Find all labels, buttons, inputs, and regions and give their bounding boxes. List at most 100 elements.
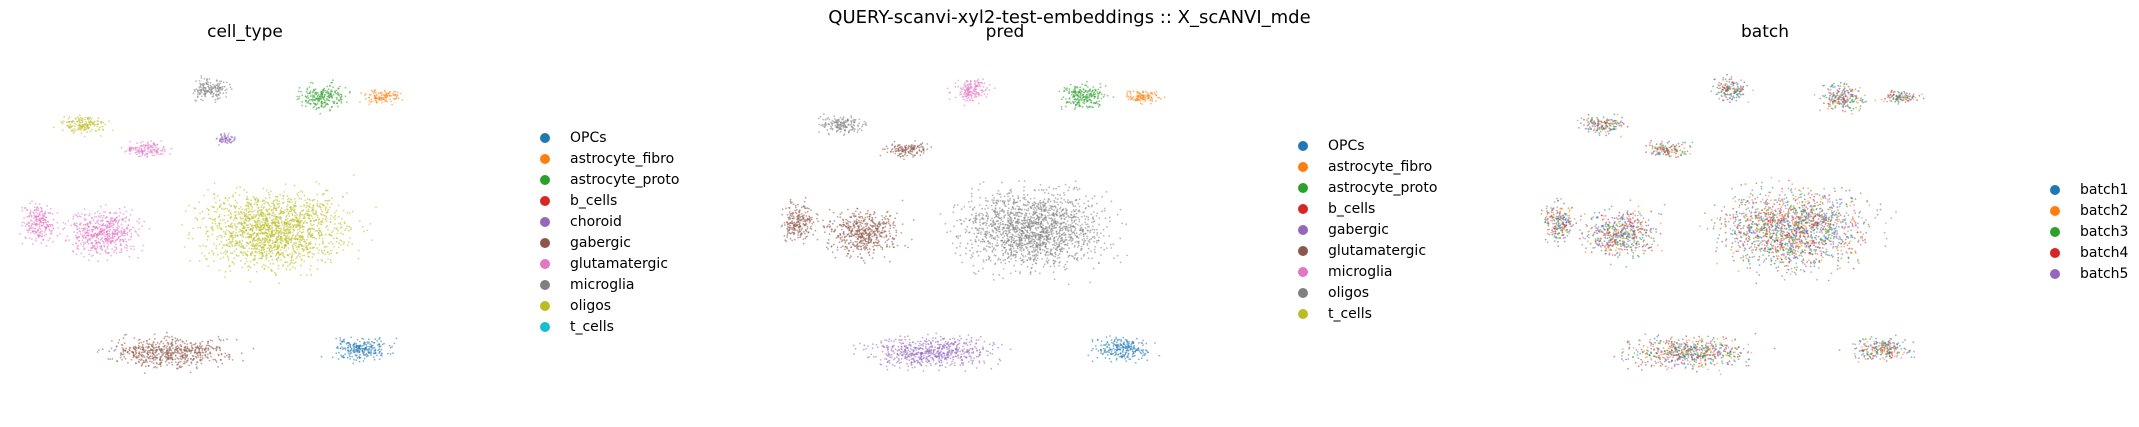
data-point	[177, 362, 180, 364]
data-point	[279, 237, 281, 240]
data-point	[1036, 238, 1039, 241]
data-point	[1036, 257, 1039, 260]
data-point	[315, 219, 318, 222]
data-point	[63, 227, 66, 229]
data-point	[244, 219, 247, 222]
data-point	[138, 339, 140, 342]
data-point	[135, 362, 137, 364]
data-point	[355, 359, 358, 361]
data-point	[96, 210, 99, 213]
data-point	[256, 223, 259, 226]
data-point	[268, 238, 271, 241]
data-point	[1024, 239, 1027, 242]
data-point	[248, 236, 251, 239]
data-point	[101, 348, 104, 351]
data-point	[239, 186, 242, 189]
data-point	[971, 187, 973, 190]
data-point	[1044, 214, 1047, 217]
data-point	[176, 367, 179, 370]
data-point	[216, 225, 218, 227]
data-point	[150, 140, 153, 142]
data-point	[963, 220, 965, 223]
data-point	[1066, 229, 1069, 232]
data-point	[356, 357, 359, 359]
data-point	[262, 254, 265, 257]
data-point	[293, 218, 295, 221]
data-point	[269, 263, 272, 265]
data-point	[345, 101, 348, 103]
data-point	[207, 86, 210, 89]
data-point	[215, 247, 218, 250]
data-point	[224, 231, 227, 234]
data-point	[228, 354, 231, 356]
data-point	[331, 100, 334, 103]
data-point	[969, 239, 972, 242]
data-point	[111, 248, 113, 251]
data-point	[190, 358, 193, 360]
data-point	[340, 354, 342, 357]
data-point	[263, 224, 266, 227]
data-point	[190, 342, 193, 344]
data-point	[348, 353, 351, 356]
data-point	[150, 151, 153, 153]
data-point	[340, 100, 342, 102]
data-point	[216, 95, 219, 98]
data-point	[109, 237, 112, 240]
data-point	[103, 245, 106, 248]
data-point	[253, 257, 256, 260]
data-point	[359, 356, 362, 359]
data-point	[336, 228, 338, 231]
data-point	[311, 82, 314, 85]
data-point	[1011, 195, 1014, 198]
data-point	[163, 337, 166, 340]
data-point	[298, 97, 300, 100]
data-point	[1010, 220, 1012, 223]
data-point	[21, 224, 23, 227]
data-point	[217, 93, 220, 96]
data-point	[219, 140, 222, 143]
data-point	[1072, 209, 1075, 212]
data-point	[97, 232, 99, 235]
data-point	[124, 150, 126, 153]
data-point	[286, 203, 289, 206]
data-point	[349, 226, 352, 229]
data-point	[254, 216, 257, 219]
data-point	[1018, 272, 1021, 275]
data-point	[166, 348, 169, 350]
data-point	[100, 248, 103, 251]
data-point	[143, 349, 145, 351]
data-point	[309, 90, 312, 93]
data-point	[183, 349, 186, 352]
data-point	[997, 228, 1000, 231]
data-point	[211, 249, 213, 252]
data-point	[212, 93, 215, 95]
data-point	[148, 338, 151, 341]
data-point	[264, 219, 267, 222]
data-point	[1062, 228, 1064, 231]
data-point	[34, 223, 37, 225]
data-point	[110, 218, 112, 221]
data-point	[222, 140, 225, 143]
data-point	[262, 223, 265, 226]
data-point	[309, 264, 312, 267]
data-point	[184, 358, 187, 361]
legend-marker-icon	[540, 259, 550, 269]
data-point	[265, 189, 268, 192]
data-point	[290, 255, 293, 258]
data-point	[286, 198, 289, 201]
data-point	[262, 187, 265, 190]
data-point	[35, 220, 38, 223]
data-point	[292, 259, 295, 262]
data-point	[1047, 214, 1049, 217]
data-point	[298, 228, 301, 230]
data-point	[371, 340, 373, 343]
cluster-microglia	[192, 75, 233, 104]
data-point	[206, 230, 209, 233]
data-point	[275, 219, 278, 221]
data-point	[136, 220, 139, 223]
data-point	[264, 237, 267, 240]
data-point	[1009, 216, 1012, 219]
data-point	[180, 358, 183, 361]
data-point	[318, 95, 321, 98]
data-point	[56, 222, 59, 224]
